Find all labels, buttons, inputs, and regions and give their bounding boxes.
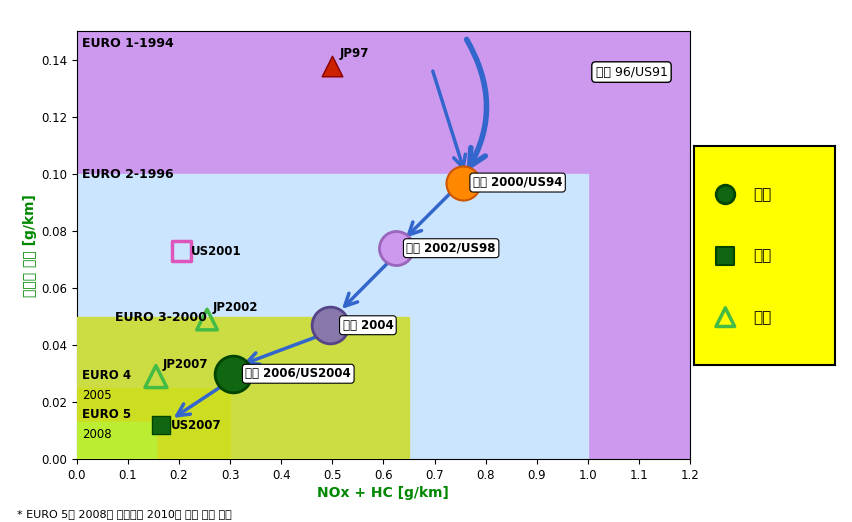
Text: EURO 2-1996: EURO 2-1996 <box>82 168 174 181</box>
Text: EURO 5: EURO 5 <box>82 408 131 421</box>
Point <box>154 421 168 429</box>
Bar <box>77 422 156 459</box>
Point <box>175 247 188 255</box>
Text: EURO 3-2000: EURO 3-2000 <box>115 311 207 324</box>
Point <box>323 321 337 329</box>
Y-axis label: 입자상 물질 [g/km]: 입자상 물질 [g/km] <box>23 194 37 297</box>
Bar <box>77 174 588 459</box>
Text: JP2002: JP2002 <box>212 301 257 314</box>
Text: 한국 2006/US2004: 한국 2006/US2004 <box>245 367 351 380</box>
Point <box>325 62 339 70</box>
Text: 2008: 2008 <box>82 428 112 441</box>
X-axis label: NOx + HC [g/km]: NOx + HC [g/km] <box>318 487 449 500</box>
Text: EURO 1-1994: EURO 1-1994 <box>82 37 174 50</box>
Point <box>718 313 732 322</box>
Text: 한국 2002/US98: 한국 2002/US98 <box>406 242 496 255</box>
Point <box>149 372 163 381</box>
Point <box>718 252 732 260</box>
Text: * EURO 5는 2008년 예정이나 2010년 적용 가능 예상: * EURO 5는 2008년 예정이나 2010년 적용 가능 예상 <box>17 509 232 519</box>
Text: JP2007: JP2007 <box>163 358 208 371</box>
Point <box>389 244 403 252</box>
Text: 2005: 2005 <box>82 388 112 401</box>
Point <box>718 190 732 198</box>
Text: US2001: US2001 <box>191 244 241 257</box>
Point <box>456 179 469 187</box>
Text: 일본: 일본 <box>753 310 772 325</box>
Bar <box>77 317 409 459</box>
Text: 한국 2004: 한국 2004 <box>343 319 394 332</box>
Text: US2007: US2007 <box>171 419 222 432</box>
Bar <box>77 388 230 459</box>
Text: JP97: JP97 <box>340 47 369 60</box>
Text: 한국 2000/US94: 한국 2000/US94 <box>473 176 562 189</box>
Text: 공통: 공통 <box>753 187 772 202</box>
Point <box>226 370 239 378</box>
Text: EURO 4: EURO 4 <box>82 369 131 382</box>
Text: 미국: 미국 <box>753 248 772 263</box>
Text: 한국 96/US91: 한국 96/US91 <box>596 66 667 79</box>
Point <box>200 315 214 324</box>
